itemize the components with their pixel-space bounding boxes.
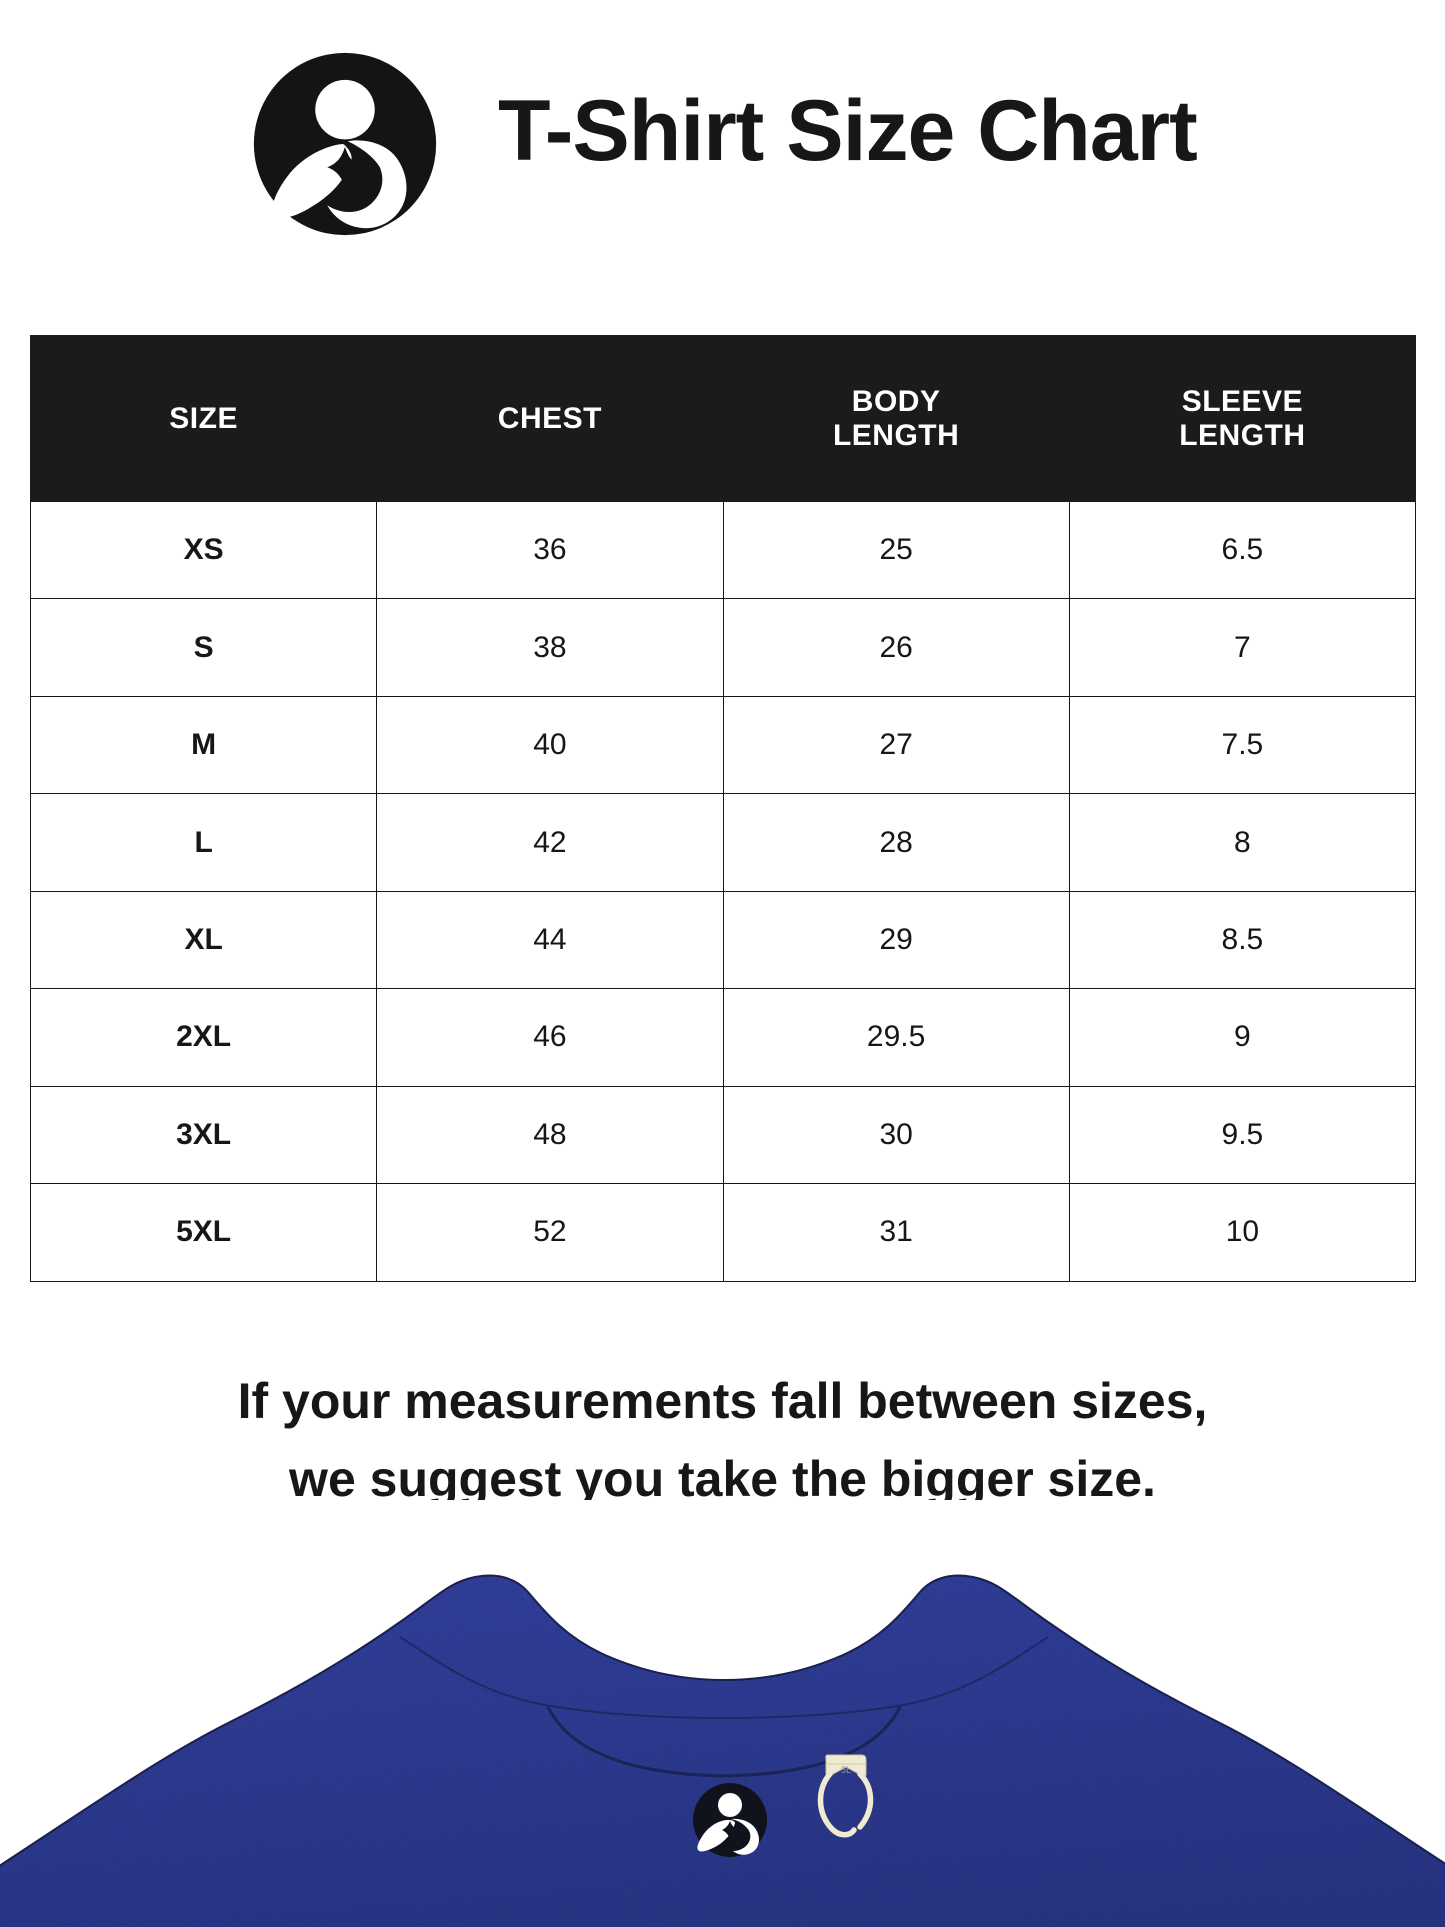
svg-text:5L: 5L: [841, 1765, 851, 1775]
